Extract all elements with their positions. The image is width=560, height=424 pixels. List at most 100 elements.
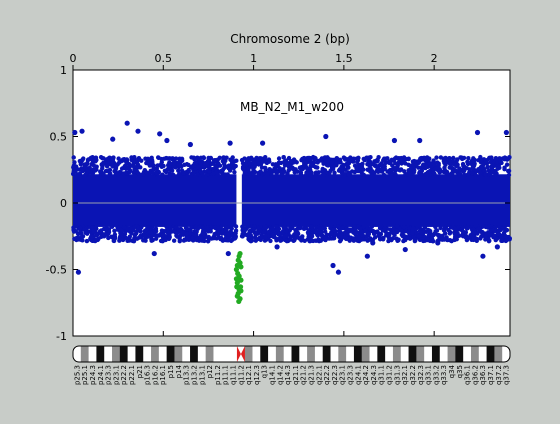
y-tick-label: 1 — [60, 64, 67, 77]
data-point — [104, 226, 109, 231]
band-label: p25.1 — [81, 365, 89, 385]
data-point — [422, 234, 428, 240]
band-label: q11.2 — [237, 365, 245, 385]
data-point — [192, 229, 197, 234]
data-point — [76, 236, 81, 241]
data-point — [288, 234, 294, 239]
outlier-point — [260, 140, 266, 146]
data-point — [160, 233, 165, 238]
data-point — [350, 159, 356, 164]
data-point — [82, 162, 87, 167]
ideogram-band — [112, 346, 121, 362]
data-point — [78, 229, 83, 234]
centromere-marker — [236, 346, 245, 362]
data-point — [320, 233, 325, 238]
data-point — [228, 229, 233, 234]
data-point — [312, 156, 317, 162]
data-point — [241, 226, 247, 232]
data-point — [447, 231, 452, 236]
data-point — [201, 155, 207, 161]
data-point — [446, 227, 451, 233]
data-point — [239, 157, 245, 163]
data-point — [179, 168, 185, 173]
data-point — [171, 238, 177, 243]
data-point — [322, 236, 328, 241]
band-label: p24.3 — [89, 365, 97, 385]
data-point — [87, 165, 92, 170]
outlier-point — [323, 133, 329, 140]
data-point — [160, 172, 165, 177]
data-point — [328, 225, 333, 231]
data-point — [278, 238, 284, 243]
data-point — [142, 228, 147, 234]
data-point — [479, 234, 484, 239]
data-point — [314, 170, 319, 175]
ideogram-band — [392, 346, 402, 362]
data-point — [298, 237, 304, 242]
data-point — [149, 155, 154, 161]
ideogram-band — [151, 346, 160, 362]
data-point — [90, 225, 95, 230]
ideogram-band — [174, 346, 183, 362]
data-point — [392, 232, 397, 238]
data-point — [159, 156, 164, 162]
data-point — [360, 161, 365, 167]
data-point — [154, 170, 159, 176]
data-point — [425, 237, 431, 242]
data-point — [473, 172, 478, 178]
data-point — [246, 224, 251, 229]
data-point — [221, 155, 226, 160]
x-axis-ticks: 0 0.5 1 1.5 2 — [70, 52, 438, 336]
data-point — [316, 237, 321, 242]
data-point — [284, 229, 289, 234]
data-point — [403, 161, 408, 166]
data-point — [352, 169, 357, 175]
outlier-point — [110, 136, 116, 142]
data-point — [451, 161, 457, 167]
band-label: q35 — [456, 365, 464, 378]
data-point — [73, 229, 79, 234]
data-point — [370, 169, 375, 174]
data-point — [341, 162, 346, 168]
outlier-point — [370, 240, 376, 246]
ideogram-band — [346, 346, 355, 362]
data-point — [278, 160, 284, 166]
outlier-point — [72, 129, 78, 136]
band-label: p16.3 — [144, 365, 152, 385]
chart-title: Chromosome 2 (bp) — [230, 32, 350, 46]
data-point — [152, 166, 157, 171]
data-point — [270, 226, 275, 231]
data-point — [194, 237, 199, 242]
data-point — [257, 228, 263, 234]
data-point — [421, 162, 426, 167]
data-point — [391, 226, 396, 232]
data-point — [503, 234, 508, 239]
data-point — [477, 226, 482, 231]
band-label: q31.1 — [378, 365, 386, 385]
x-tick-label: 1 — [250, 52, 257, 65]
data-point — [461, 155, 467, 161]
data-point — [86, 157, 91, 162]
data-point — [280, 228, 286, 234]
data-point — [159, 163, 165, 168]
data-point — [329, 231, 335, 237]
series-green — [233, 250, 244, 305]
band-label: q14.2 — [276, 365, 284, 385]
band-label: q23.1 — [339, 365, 347, 385]
data-point — [411, 225, 416, 231]
data-point — [100, 171, 105, 177]
band-label: p13.3 — [183, 365, 191, 385]
data-point — [141, 238, 146, 243]
data-point — [399, 232, 405, 237]
band-label: q37.2 — [495, 365, 503, 385]
data-point — [170, 172, 176, 177]
data-point — [381, 172, 387, 178]
data-point — [504, 162, 510, 167]
band-label: q14.1 — [268, 365, 276, 385]
data-point — [293, 167, 298, 172]
data-point — [502, 156, 507, 162]
data-point — [393, 155, 399, 161]
data-point — [478, 160, 484, 165]
data-point — [233, 163, 238, 169]
